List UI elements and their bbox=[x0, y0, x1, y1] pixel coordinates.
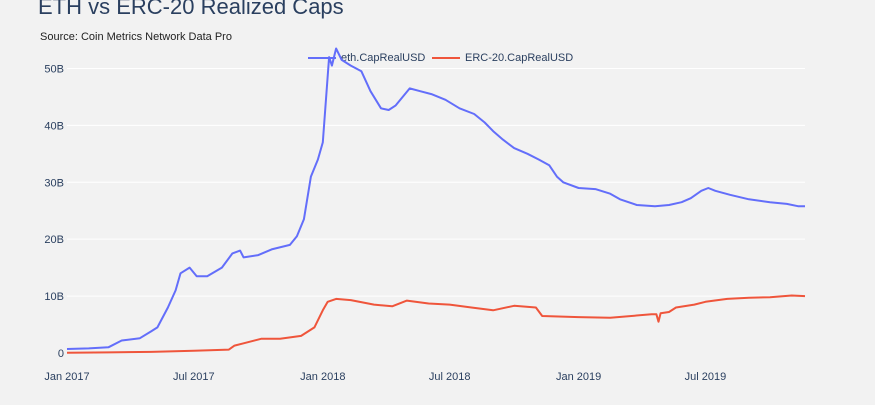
legend-item-eth[interactable]: eth.CapRealUSD bbox=[308, 51, 425, 65]
legend-label-erc20: ERC-20.CapRealUSD bbox=[465, 52, 574, 64]
legend-swatch-eth bbox=[308, 57, 336, 59]
x-tick-label: Jul 2019 bbox=[685, 371, 727, 383]
y-tick-label: 10B bbox=[44, 291, 64, 303]
y-axis: 0 10B 20B 30B 40B 50B bbox=[44, 63, 64, 360]
y-tick-label: 30B bbox=[44, 177, 64, 189]
chart-title: ETH vs ERC-20 Realized Caps bbox=[38, 0, 344, 19]
series-line-eth[interactable] bbox=[66, 47, 805, 350]
series-lines bbox=[66, 47, 806, 354]
legend-swatch-erc20 bbox=[432, 57, 460, 59]
y-tick-label: 40B bbox=[44, 120, 64, 132]
y-tick-label: 50B bbox=[44, 63, 64, 75]
x-tick-label: Jan 2017 bbox=[44, 371, 89, 383]
legend-item-erc20[interactable]: ERC-20.CapRealUSD bbox=[432, 51, 573, 65]
x-tick-label: Jul 2017 bbox=[173, 371, 215, 383]
series-line-erc20[interactable] bbox=[66, 294, 806, 354]
x-axis: Jan 2017 Jul 2017 Jan 2018 Jul 2018 Jan 2019… bbox=[44, 371, 726, 383]
legend-label-eth: eth.CapRealUSD bbox=[341, 52, 426, 64]
chart-legend: eth.CapRealUSD ERC-20.CapRealUSD bbox=[0, 51, 875, 65]
y-tick-label: 20B bbox=[44, 234, 64, 246]
x-tick-label: Jan 2018 bbox=[300, 371, 345, 383]
x-tick-label: Jul 2018 bbox=[429, 371, 471, 383]
y-tick-label: 0 bbox=[58, 348, 64, 360]
chart-subtitle: Source: Coin Metrics Network Data Pro bbox=[40, 31, 232, 43]
grid-lines bbox=[67, 67, 805, 297]
x-tick-label: Jan 2019 bbox=[556, 371, 601, 383]
